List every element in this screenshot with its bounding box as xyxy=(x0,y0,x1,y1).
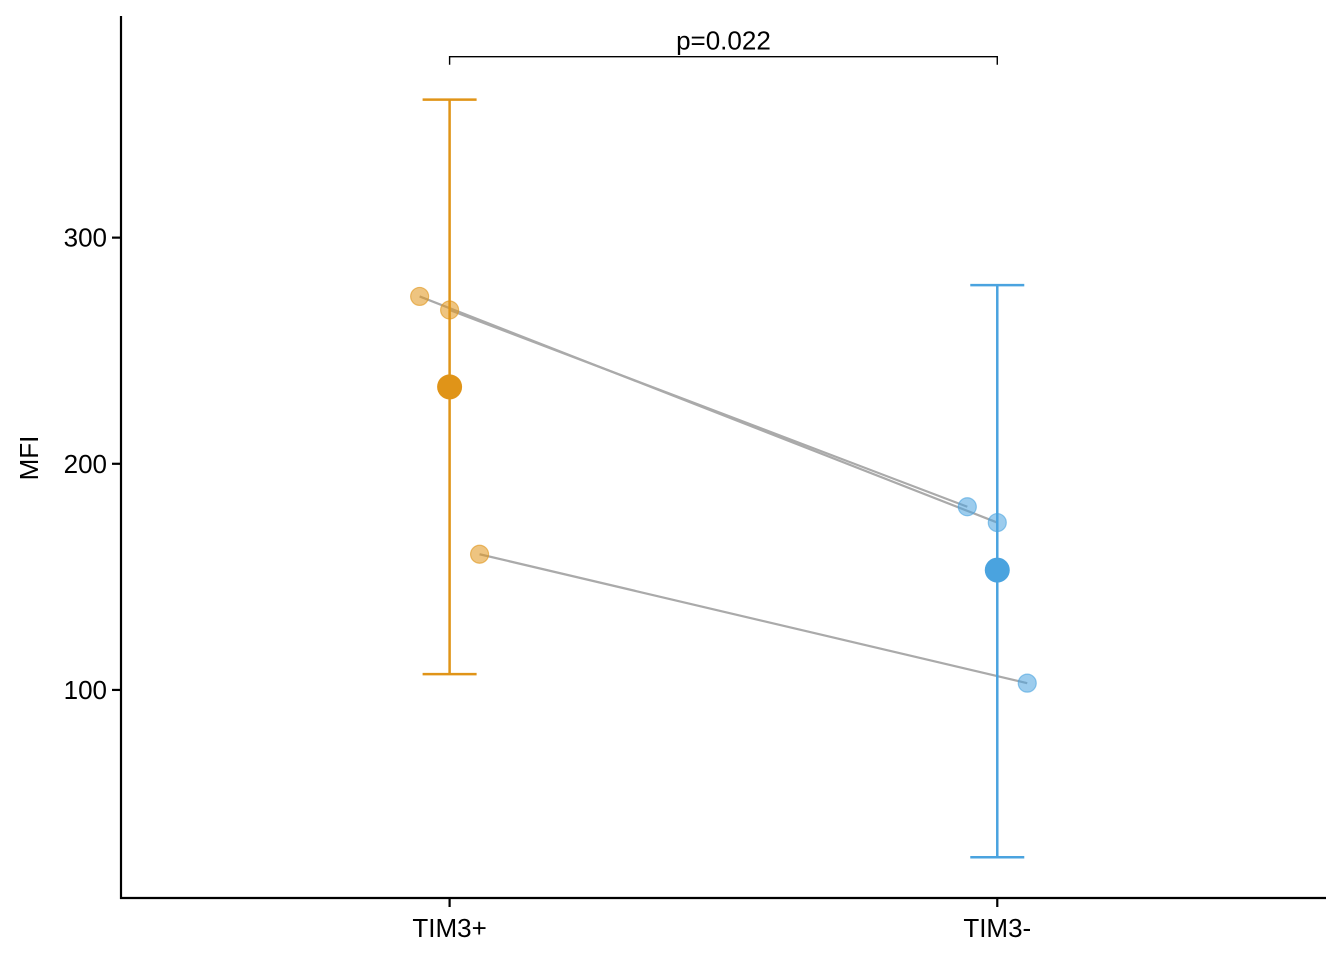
data-point xyxy=(1017,673,1037,693)
error-bars xyxy=(422,98,1025,859)
axes: 100 200 300 TIM3+ TIM3- xyxy=(64,16,1326,943)
points xyxy=(410,286,1037,693)
pair-line xyxy=(449,308,968,508)
mean-point xyxy=(984,557,1010,583)
data-point xyxy=(957,497,977,517)
data-point xyxy=(987,512,1007,533)
y-axis-title: MFI xyxy=(14,436,44,481)
means xyxy=(437,374,1010,583)
y-tick-label: 200 xyxy=(64,449,107,479)
x-tick-label: TIM3- xyxy=(963,913,1031,943)
mean-point xyxy=(437,374,463,400)
y-tick-label: 100 xyxy=(64,675,107,705)
significance-bracket xyxy=(448,56,998,65)
data-point xyxy=(440,300,460,320)
x-tick-label: TIM3+ xyxy=(412,913,486,943)
data-point xyxy=(469,544,490,564)
pair-lines xyxy=(419,295,1028,685)
y-tick-label: 300 xyxy=(64,223,107,253)
pair-line xyxy=(479,553,1028,685)
data-point xyxy=(410,286,430,307)
annotation: p=0.022 xyxy=(448,26,998,65)
p-value-label: p=0.022 xyxy=(676,26,771,56)
